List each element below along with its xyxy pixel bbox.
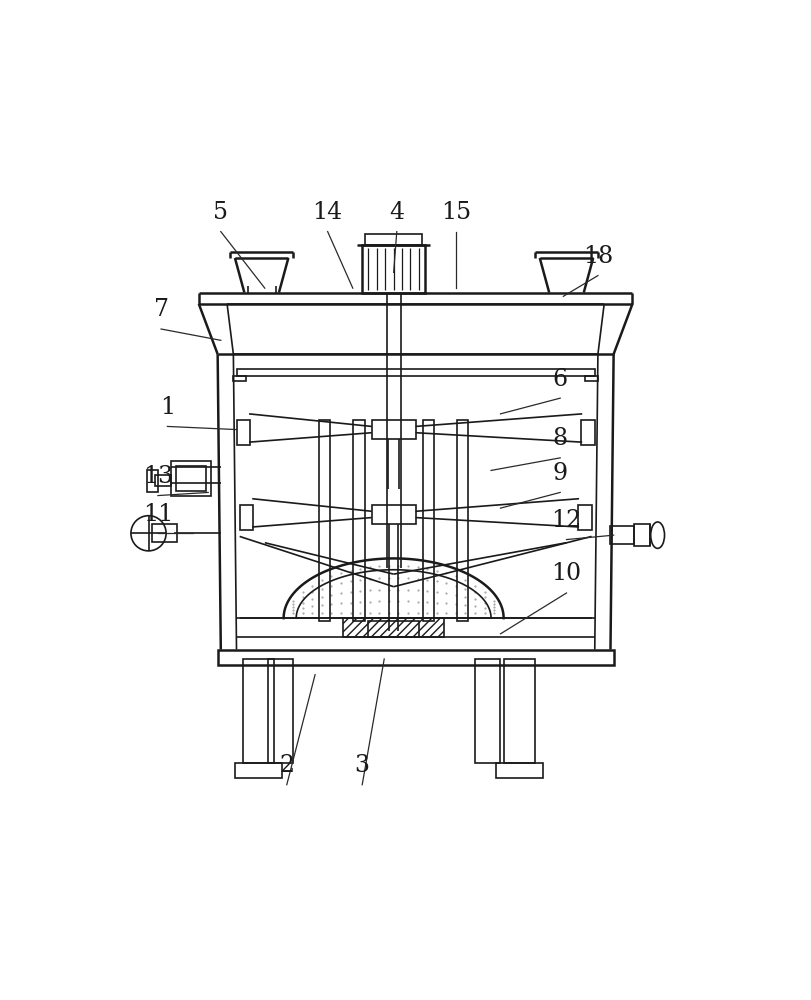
Bar <box>240 505 254 530</box>
Text: 1: 1 <box>160 396 175 419</box>
Text: 9: 9 <box>552 462 568 485</box>
Bar <box>170 461 212 496</box>
Text: 3: 3 <box>354 754 370 777</box>
Bar <box>242 659 274 763</box>
Bar <box>237 420 251 445</box>
Text: 15: 15 <box>441 201 471 224</box>
Bar <box>611 526 634 544</box>
Text: 12: 12 <box>551 509 581 532</box>
Text: 18: 18 <box>583 245 613 268</box>
Text: 2: 2 <box>279 754 294 777</box>
Bar <box>365 234 422 245</box>
Bar <box>475 659 500 763</box>
Bar <box>343 618 444 637</box>
Bar <box>423 420 434 621</box>
Bar <box>504 659 535 763</box>
Text: 7: 7 <box>153 298 169 321</box>
Bar <box>363 245 425 293</box>
Bar <box>586 376 598 381</box>
Bar <box>371 420 415 439</box>
Bar <box>496 763 543 778</box>
Text: 13: 13 <box>143 465 173 488</box>
Bar <box>354 420 365 621</box>
Bar <box>237 369 594 376</box>
Bar <box>634 524 650 546</box>
Bar <box>155 475 170 486</box>
Text: 8: 8 <box>552 427 568 450</box>
Bar <box>175 466 206 491</box>
Text: 14: 14 <box>312 201 343 224</box>
Bar <box>268 659 293 763</box>
Text: 5: 5 <box>213 201 228 224</box>
Bar <box>457 420 469 621</box>
Bar <box>234 376 246 381</box>
Text: 10: 10 <box>551 562 581 585</box>
Bar <box>368 621 418 637</box>
Bar <box>581 420 594 445</box>
Bar <box>147 470 158 492</box>
Bar <box>577 505 591 530</box>
Bar <box>319 420 330 621</box>
Bar <box>152 524 177 542</box>
Text: 6: 6 <box>552 368 568 391</box>
Bar <box>371 505 415 524</box>
Text: 4: 4 <box>389 201 405 224</box>
Bar <box>235 763 281 778</box>
Text: 11: 11 <box>143 503 173 526</box>
Bar <box>217 650 614 665</box>
